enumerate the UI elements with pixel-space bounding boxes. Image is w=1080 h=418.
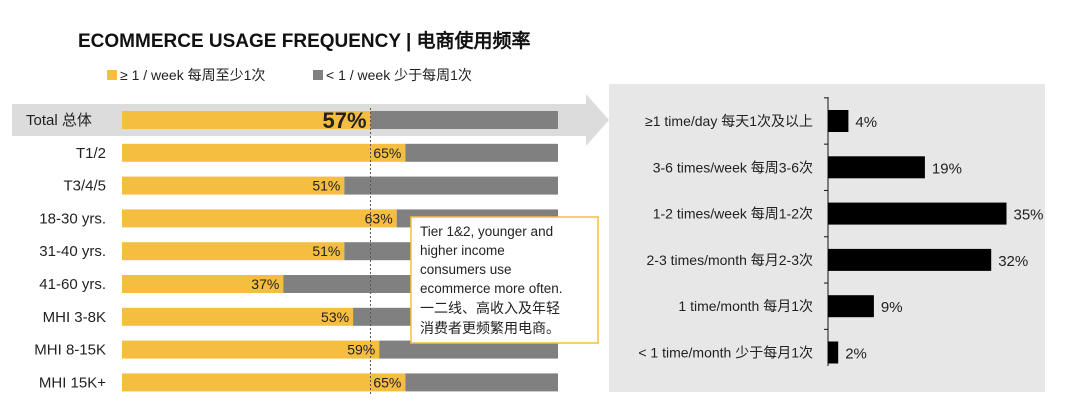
category-label: 31-40 yrs. [39, 243, 106, 260]
bar-segment-weekly [122, 275, 284, 293]
bar-segment-less-weekly [405, 143, 558, 162]
data-label: 9% [881, 299, 903, 316]
frequency-bar [828, 295, 874, 318]
frequency-label: < 1 time/month 少于每月1次 [638, 345, 813, 361]
bar-segment-weekly [122, 111, 371, 129]
bar-segment-weekly [122, 242, 345, 261]
bar-segment-less-weekly [405, 373, 558, 392]
legend: ≥ 1 / week 每周至少1次 < 1 / week 少于每周1次 [107, 67, 472, 83]
bar-segment-less-weekly [379, 340, 558, 359]
legend-swatch-weekly [107, 70, 117, 80]
frequency-bar [828, 202, 1007, 225]
legend-swatch-less-weekly [313, 70, 323, 80]
data-label: 57% [322, 108, 366, 133]
frequency-bar [828, 110, 849, 132]
category-label: MHI 8-15K [34, 342, 106, 359]
data-label: 19% [932, 160, 962, 177]
frequency-label: 3-6 times/week 每周3-6次 [653, 159, 813, 175]
bar-segment-weekly [122, 143, 406, 162]
bar-segment-weekly [122, 176, 345, 195]
chart-title: ECOMMERCE USAGE FREQUENCY | 电商使用频率 [78, 29, 531, 52]
category-label: 18-30 yrs. [39, 210, 106, 227]
frequency-bar [828, 156, 925, 179]
data-label: 4% [855, 114, 877, 131]
callout-line-2: higher income [420, 243, 505, 258]
callout-line-4: ecommerce more often. [420, 281, 563, 296]
data-label: 35% [1014, 207, 1044, 224]
category-label: T3/4/5 [63, 178, 106, 195]
bar-segment-weekly [122, 307, 354, 326]
data-label: 53% [321, 309, 349, 325]
right-frequency-bar-chart: ≥1 time/day 每天1次及以上 4% 3-6 times/week 每周3-… [638, 97, 1044, 366]
callout-border [410, 216, 599, 344]
frequency-label: 1-2 times/week 每周1-2次 [653, 206, 813, 222]
data-label: 51% [312, 178, 340, 194]
callout-line-3: consumers use [420, 262, 512, 277]
category-label: MHI 15K+ [39, 374, 106, 391]
frequency-label: 1 time/month 每月1次 [678, 298, 813, 314]
category-label: MHI 3-8K [43, 309, 106, 326]
data-label: 65% [373, 145, 401, 161]
frequency-label: ≥1 time/day 每天1次及以上 [645, 113, 813, 129]
data-label: 51% [312, 243, 340, 259]
data-label: 37% [251, 276, 279, 292]
legend-label-weekly: ≥ 1 / week 每周至少1次 [120, 67, 265, 83]
data-label: 65% [373, 374, 401, 390]
frequency-label: 2-3 times/month 每月2-3次 [647, 252, 814, 268]
bar-segment-weekly [122, 373, 406, 392]
right-panel [609, 84, 1045, 392]
data-label: 63% [365, 210, 393, 226]
data-label: 32% [998, 253, 1028, 270]
callout-line-5: 一二线、高收入及年轻 [420, 300, 560, 316]
legend-label-less-weekly: < 1 / week 少于每周1次 [326, 67, 472, 83]
bar-segment-less-weekly [370, 111, 558, 129]
category-label: Total 总体 [26, 112, 92, 129]
bar-segment-weekly [122, 340, 380, 359]
callout-line-6: 消费者更频繁用电商。 [420, 320, 560, 336]
data-label: 59% [347, 342, 375, 358]
data-label: 2% [845, 346, 867, 363]
frequency-bar [828, 341, 839, 364]
callout-line-1: Tier 1&2, younger and [420, 224, 553, 239]
category-label: T1/2 [76, 145, 106, 162]
bar-segment-less-weekly [344, 176, 558, 195]
bar-segment-weekly [122, 209, 397, 228]
category-label: 41-60 yrs. [39, 276, 106, 293]
callout-box: Tier 1&2, younger and higher income cons… [410, 216, 599, 344]
frequency-bar [828, 248, 992, 271]
